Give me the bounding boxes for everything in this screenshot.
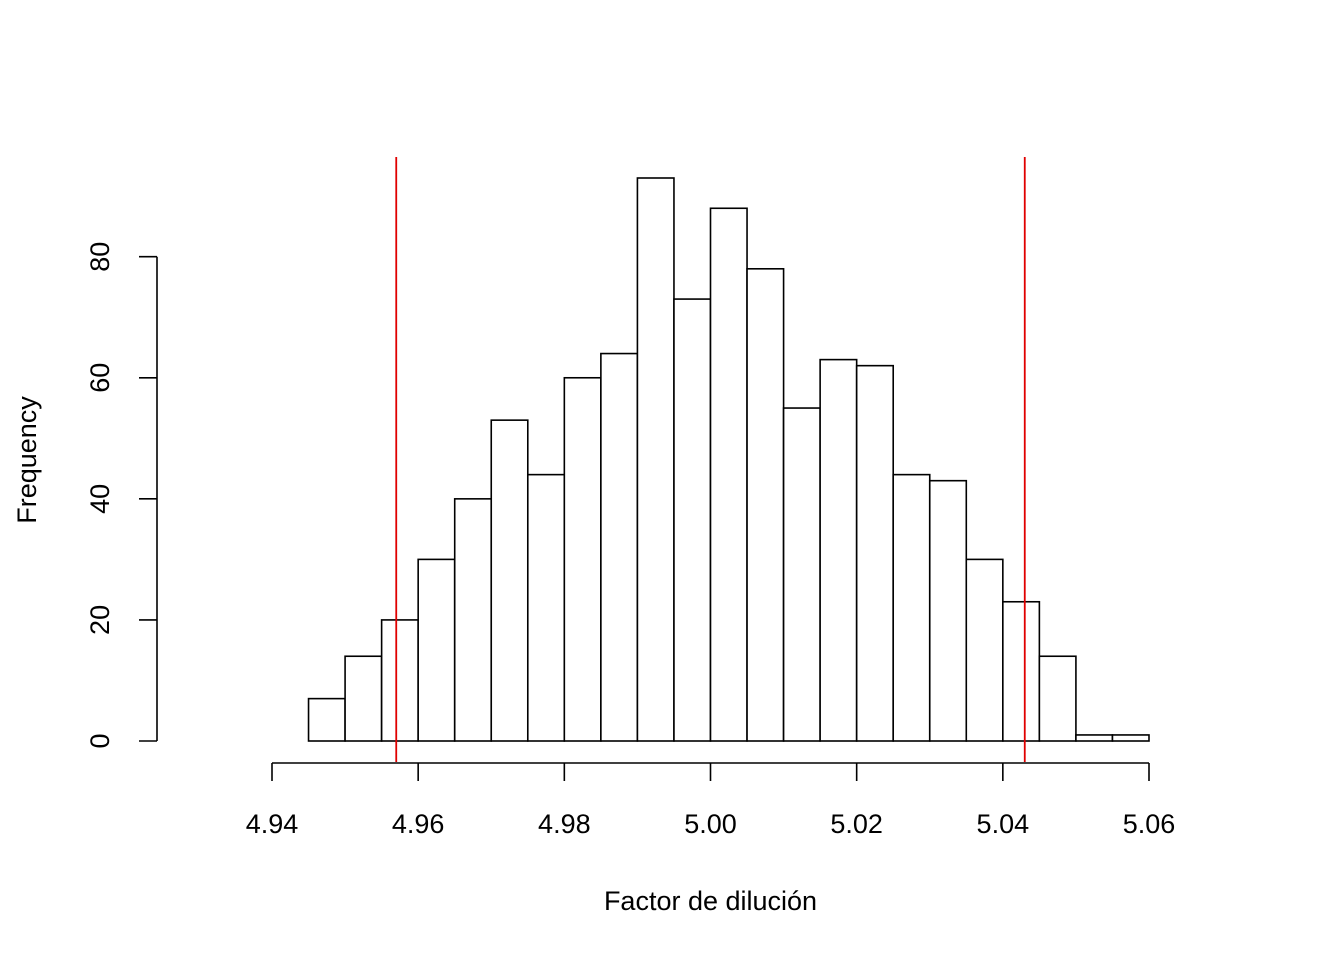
reference-lines [395, 157, 1026, 762]
x-tick-label: 4.98 [538, 809, 591, 839]
y-tick-label: 20 [85, 605, 115, 635]
histogram-bar [636, 177, 675, 742]
histogram-bar [855, 364, 895, 742]
histogram-bar [453, 498, 493, 742]
histogram-bar [819, 358, 858, 742]
histogram-bar [600, 352, 639, 742]
x-tick-label: 4.94 [246, 809, 299, 839]
histogram-bar [1002, 600, 1041, 742]
y-tick-label: 0 [85, 733, 115, 748]
x-tick-label: 5.00 [684, 809, 737, 839]
histogram-bar [526, 473, 566, 742]
x-tick-label: 5.04 [977, 809, 1030, 839]
y-tick-label: 60 [85, 363, 115, 393]
histogram-bar [490, 419, 529, 742]
y-axis: 0 20 40 60 80 [85, 242, 158, 749]
histogram-bar [307, 697, 346, 742]
histogram-bar [417, 558, 456, 742]
y-tick-label: 80 [85, 242, 115, 272]
histogram-bar [746, 268, 785, 742]
histogram-bar [928, 479, 968, 742]
x-tick-label: 5.06 [1123, 809, 1176, 839]
histogram-bars [307, 177, 1150, 742]
histogram-bar [1075, 734, 1114, 742]
histogram-bar [965, 558, 1004, 742]
y-tick-label: 40 [85, 484, 115, 514]
x-tick-label: 5.02 [830, 809, 883, 839]
histogram-bar [563, 376, 602, 742]
histogram-bar [782, 407, 821, 742]
x-tick-label: 4.96 [392, 809, 445, 839]
histogram-bar [380, 619, 419, 742]
histogram-bar [892, 473, 931, 742]
histogram-bar [1111, 734, 1150, 742]
histogram-bar [344, 655, 383, 742]
histogram-bar [1038, 655, 1077, 742]
histogram-bar [673, 298, 712, 742]
x-axis: 4.94 4.96 4.98 5.00 5.02 5.04 5.06 [246, 762, 1176, 839]
y-axis-title: Frequency [12, 396, 42, 524]
histogram-bar [709, 207, 748, 742]
x-axis-title: Factor de dilución [604, 886, 817, 916]
